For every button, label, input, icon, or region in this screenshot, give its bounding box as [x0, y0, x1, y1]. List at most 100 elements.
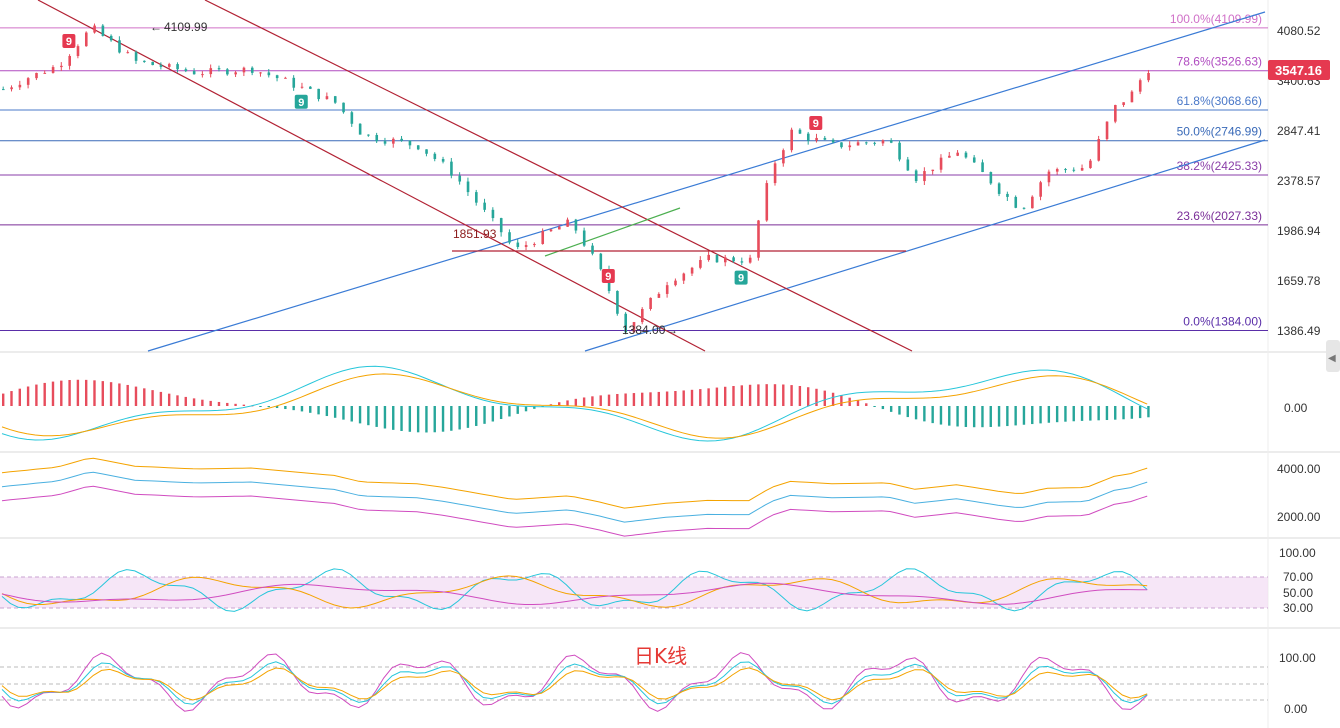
- candle-body: [806, 133, 810, 141]
- candle-body: [234, 72, 237, 75]
- y-tick-label: 2847.41: [1277, 124, 1321, 138]
- macd-bar: [997, 406, 1001, 427]
- y-tick-label: 1659.78: [1277, 274, 1321, 288]
- candle-body: [773, 163, 777, 184]
- macd-bar: [375, 406, 378, 427]
- candle-body: [848, 145, 852, 148]
- macd-bar: [226, 402, 229, 406]
- candle-body: [914, 170, 918, 182]
- candle-body: [699, 260, 702, 268]
- candle-body: [1130, 91, 1134, 103]
- bear-channel-lower-line[interactable]: [37, 0, 706, 352]
- macd-bar: [217, 401, 221, 406]
- candle-body: [865, 142, 868, 144]
- macd-bar: [865, 403, 868, 406]
- candle-body: [201, 74, 204, 76]
- channel-lower-line[interactable]: [584, 139, 1266, 352]
- macd-bar: [524, 406, 528, 412]
- candlesticks: [2, 23, 1150, 335]
- candle-body: [798, 129, 802, 134]
- candle-body: [367, 134, 370, 136]
- candle-body: [134, 52, 138, 61]
- candle-body: [1089, 160, 1092, 168]
- candle-body: [275, 75, 279, 79]
- bollinger-panel: [1, 457, 1148, 537]
- macd-bar: [1031, 406, 1034, 425]
- macd-dif-line: [1, 365, 1148, 442]
- macd-bar: [806, 387, 810, 406]
- candle-body: [441, 159, 445, 162]
- macd-bar: [831, 392, 835, 406]
- candle-body: [889, 140, 893, 143]
- candle-body: [101, 25, 105, 36]
- macd-bar: [118, 383, 121, 406]
- candle-body: [1097, 138, 1101, 161]
- last-price-value: 3547.16: [1275, 63, 1322, 78]
- macd-bar: [1130, 406, 1134, 419]
- candle-body: [898, 142, 901, 160]
- candle-body: [674, 280, 677, 286]
- macd-bar: [1080, 406, 1084, 421]
- candle-body: [267, 72, 271, 76]
- candle-body: [159, 65, 163, 67]
- candle-body: [815, 137, 818, 141]
- short-trend-line[interactable]: [544, 207, 681, 257]
- candle-body: [873, 142, 876, 144]
- candle-body: [425, 149, 428, 154]
- candle-body: [732, 257, 735, 262]
- td-badge: [734, 270, 748, 285]
- macd-bar: [782, 384, 785, 406]
- collapse-panel-handle[interactable]: ◀: [1326, 340, 1340, 372]
- candle-body: [84, 32, 88, 47]
- candle-body: [665, 285, 669, 294]
- macd-bar: [591, 396, 594, 406]
- candle-body: [765, 183, 769, 221]
- chevron-left-icon: ◀: [1328, 353, 1336, 364]
- candle-body: [541, 231, 545, 244]
- candle-body: [1055, 169, 1059, 172]
- candle-body: [748, 257, 752, 263]
- macd-bar: [690, 389, 694, 406]
- fib-level-label: 38.2%(2425.33): [1177, 159, 1262, 173]
- candle-body: [823, 137, 827, 140]
- macd-bar: [840, 395, 843, 406]
- td-badge-label: 9: [813, 118, 819, 130]
- candle-body: [1022, 207, 1026, 209]
- candle-body: [840, 142, 843, 148]
- mid-annotation: 1851.93: [453, 227, 497, 241]
- candle-body: [1031, 196, 1034, 209]
- candle-body: [1039, 182, 1042, 197]
- candle-body: [723, 257, 727, 263]
- macd-bar: [989, 406, 992, 427]
- macd-bar: [60, 380, 63, 406]
- candle-body: [192, 71, 196, 75]
- macd-bar: [815, 388, 818, 406]
- candle-body: [591, 245, 594, 254]
- boll-tick-label: 4000.00: [1277, 462, 1321, 476]
- rsi-tick-label: 100.00: [1279, 546, 1316, 560]
- macd-bar: [765, 384, 768, 406]
- macd-bar: [616, 393, 619, 406]
- candle-body: [259, 72, 262, 74]
- bear-channel-upper-line[interactable]: [204, 0, 913, 352]
- candle-body: [972, 157, 976, 163]
- last-price-tag: 3547.16: [1268, 60, 1330, 80]
- macd-bar: [201, 399, 204, 406]
- candle-body: [325, 96, 329, 100]
- candle-body: [333, 96, 337, 103]
- macd-bar: [441, 406, 445, 432]
- candle-body: [782, 150, 785, 164]
- candle-body: [491, 209, 495, 219]
- candle-body: [516, 242, 520, 247]
- macd-bar: [416, 406, 420, 433]
- candle-body: [1105, 121, 1109, 139]
- candle-body: [209, 68, 213, 75]
- macd-bar: [931, 406, 934, 424]
- candle-body: [649, 297, 652, 310]
- candle-body: [309, 86, 312, 89]
- candle-body: [1072, 169, 1076, 171]
- candle-body: [475, 192, 478, 203]
- channel-upper-line[interactable]: [147, 11, 1266, 352]
- macd-bar: [1138, 406, 1142, 419]
